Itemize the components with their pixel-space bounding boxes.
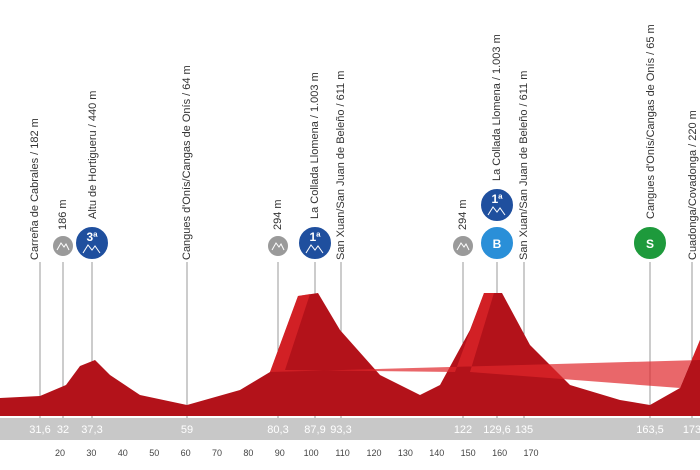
- axis-tick-label: 90: [275, 448, 285, 458]
- axis-tick-label: 40: [118, 448, 128, 458]
- waypoint-label: 294 m: [457, 199, 469, 230]
- badge-label: 1ª: [309, 230, 321, 244]
- badge-label: 3ª: [86, 230, 98, 244]
- waypoint-label: San Xuan/San Juan de Beleño / 611 m: [335, 71, 347, 260]
- badge: [479, 225, 515, 261]
- waypoint-label: Altu de Hortigueru / 440 m: [87, 91, 99, 219]
- axis-tick-label: 100: [304, 448, 319, 458]
- mountain-glyph: [487, 206, 506, 216]
- waypoint-label: Cangues d'Onís/Cangas de Onís / 64 m: [181, 65, 193, 260]
- axis-tick-label: 30: [86, 448, 96, 458]
- waypoint-label: Cangues d'Onís/Cangas de Onís / 65 m: [645, 24, 657, 219]
- waypoint-label: La Collada Llomena / 1.003 m: [309, 72, 321, 219]
- km-label: 59: [181, 424, 193, 436]
- waypoint-label: San Xuan/San Juan de Beleño / 611 m: [518, 71, 530, 260]
- mountain-glyph: [56, 242, 70, 251]
- waypoint-label: La Collada Llomena / 1.003 m: [491, 34, 503, 181]
- waypoint-label: Cuadonga/Covadonga / 220 m: [687, 110, 699, 260]
- axis-tick-label: 120: [366, 448, 381, 458]
- mountain-glyph: [82, 244, 101, 254]
- km-band: [0, 418, 700, 440]
- km-label: 163,5: [636, 424, 664, 436]
- mountain-glyph: [271, 242, 285, 251]
- mountain-glyph: [305, 244, 324, 254]
- axis-tick-label: 130: [398, 448, 413, 458]
- axis-tick-label: 140: [429, 448, 444, 458]
- waypoint-label: Carreña de Cabrales / 182 m: [29, 118, 41, 260]
- axis-tick-label: 80: [243, 448, 253, 458]
- waypoint-label: 294 m: [272, 199, 284, 230]
- axis-tick-label: 50: [149, 448, 159, 458]
- axis-tick-label: 160: [492, 448, 507, 458]
- badge-label: 1ª: [491, 192, 503, 206]
- km-label: 93,3: [330, 424, 351, 436]
- badge-label: S: [646, 237, 654, 251]
- axis-tick-label: 150: [461, 448, 476, 458]
- km-label: 80,3: [267, 424, 288, 436]
- elevation-profile: [0, 293, 700, 416]
- km-label: 129,6: [483, 424, 511, 436]
- km-label: 135: [515, 424, 533, 436]
- km-label: 122: [454, 424, 472, 436]
- km-label: 32: [57, 424, 69, 436]
- axis-tick-label: 70: [212, 448, 222, 458]
- axis-tick-label: 60: [181, 448, 191, 458]
- km-label: 37,3: [81, 424, 102, 436]
- axis-tick-label: 20: [55, 448, 65, 458]
- km-label: 173: [683, 424, 700, 436]
- mountain-glyph: [456, 242, 470, 251]
- axis-tick-label: 170: [523, 448, 538, 458]
- badge-label: B: [493, 237, 502, 251]
- km-label: 31,6: [29, 424, 50, 436]
- badge: [632, 225, 668, 261]
- km-label: 87,9: [304, 424, 325, 436]
- axis-tick-label: 110: [335, 448, 349, 458]
- waypoint-label: 186 m: [57, 199, 69, 230]
- profile-highlight: [270, 293, 700, 388]
